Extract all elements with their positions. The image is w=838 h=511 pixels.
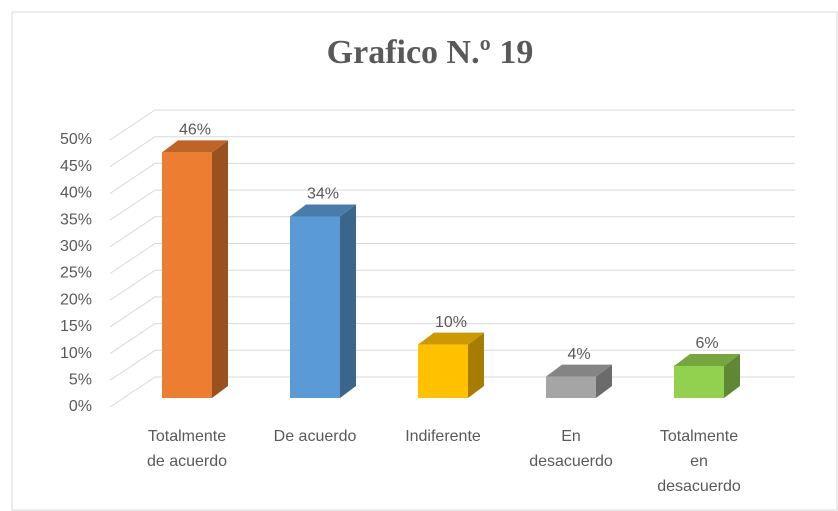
bar-top <box>546 364 612 377</box>
x-tick-label: Totalmente en desacuerdo <box>657 428 741 495</box>
bar <box>674 365 724 398</box>
bar <box>546 376 596 398</box>
y-tick-label: 30% <box>60 238 92 255</box>
y-tick-label: 15% <box>60 318 92 335</box>
bar <box>290 216 340 398</box>
x-tick-label: Indiferente <box>405 428 481 445</box>
bar-side <box>212 140 228 399</box>
y-tick-label: 10% <box>60 345 92 362</box>
bar-side <box>724 353 740 398</box>
bar-side <box>340 204 356 398</box>
grid-line <box>109 216 795 248</box>
bar <box>418 344 468 398</box>
chart-border <box>11 11 838 511</box>
bar-side <box>468 332 484 398</box>
y-tick-label: 35% <box>60 211 92 228</box>
bar-top <box>290 204 356 217</box>
y-tick-label: 25% <box>60 265 92 282</box>
data-label: 10% <box>435 314 467 331</box>
grid-line <box>109 349 795 381</box>
grid-line <box>109 189 795 221</box>
y-tick-label: 40% <box>60 185 92 202</box>
y-tick-label: 50% <box>60 131 92 148</box>
bar-top <box>418 332 484 345</box>
grid-line <box>109 323 795 355</box>
grid-line <box>109 243 795 274</box>
y-tick-label: 45% <box>60 158 92 175</box>
grid-line <box>109 109 795 141</box>
bar-side <box>596 364 612 398</box>
y-tick-label: 0% <box>69 398 92 415</box>
bar-top <box>162 140 228 153</box>
x-tick-label: De acuerdo <box>274 428 357 445</box>
chart-title: Grafico N.º 19 <box>327 34 534 71</box>
data-label: 4% <box>567 346 590 363</box>
x-tick-label: Totalmente de acuerdo <box>147 428 227 470</box>
grid-line <box>109 269 795 301</box>
bar-top <box>674 353 740 366</box>
grid-line <box>109 162 795 194</box>
y-tick-label: 5% <box>69 372 92 389</box>
y-tick-label: 20% <box>60 291 92 308</box>
x-tick-label: En desacuerdo <box>529 428 613 470</box>
data-label: 6% <box>695 335 718 352</box>
data-label: 46% <box>179 122 211 139</box>
grid-line <box>109 136 795 168</box>
data-label: 34% <box>307 186 339 203</box>
grid-line <box>109 296 795 328</box>
bar <box>162 152 212 398</box>
